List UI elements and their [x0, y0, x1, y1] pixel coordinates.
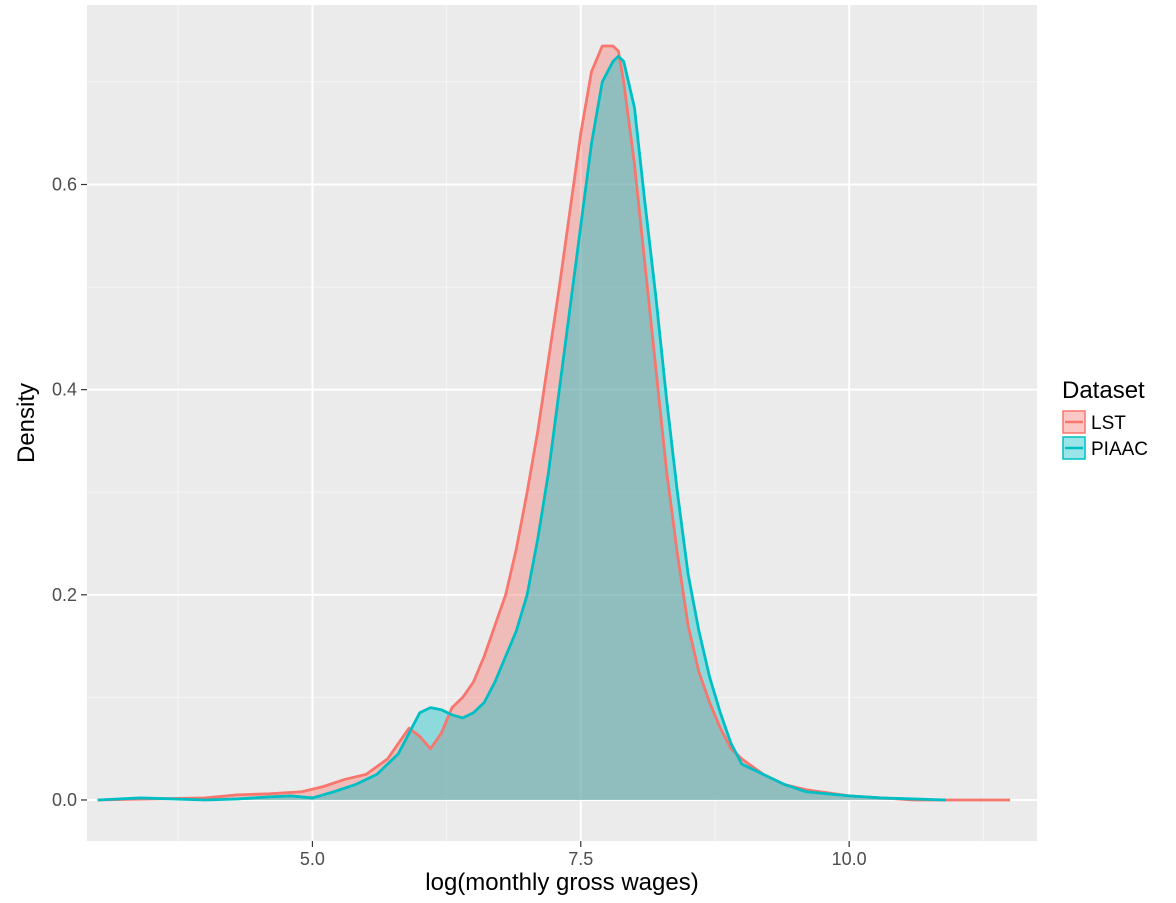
y-tick-label: 0.6 [52, 175, 77, 195]
series-layer [97, 44, 1011, 802]
legend-label-lst: LST [1091, 413, 1126, 434]
series-line-piaac [97, 54, 946, 802]
y-tick-label: 0.2 [52, 585, 77, 605]
x-tick-label: 7.5 [568, 849, 593, 869]
legend-title: Dataset [1062, 377, 1145, 404]
series-fill-piaac [97, 56, 946, 800]
legend-label-piaac: PIAAC [1091, 439, 1148, 460]
x-axis: 5.0 7.5 10.0 [300, 841, 867, 869]
grid-major [87, 5, 1037, 841]
y-tick-label: 0.0 [52, 790, 77, 810]
x-tick-label: 10.0 [832, 849, 867, 869]
legend: Dataset LST PIAAC [1062, 377, 1148, 460]
x-axis-title: log(monthly gross wages) [425, 869, 698, 896]
series-line-lst [97, 44, 1011, 802]
x-tick-label: 5.0 [300, 849, 325, 869]
y-axis-title: Density [13, 383, 40, 463]
y-axis: 0.0 0.2 0.4 0.6 [52, 175, 87, 810]
y-tick-label: 0.4 [52, 380, 77, 400]
plot-panel [87, 5, 1037, 841]
grid-minor [87, 5, 1037, 841]
